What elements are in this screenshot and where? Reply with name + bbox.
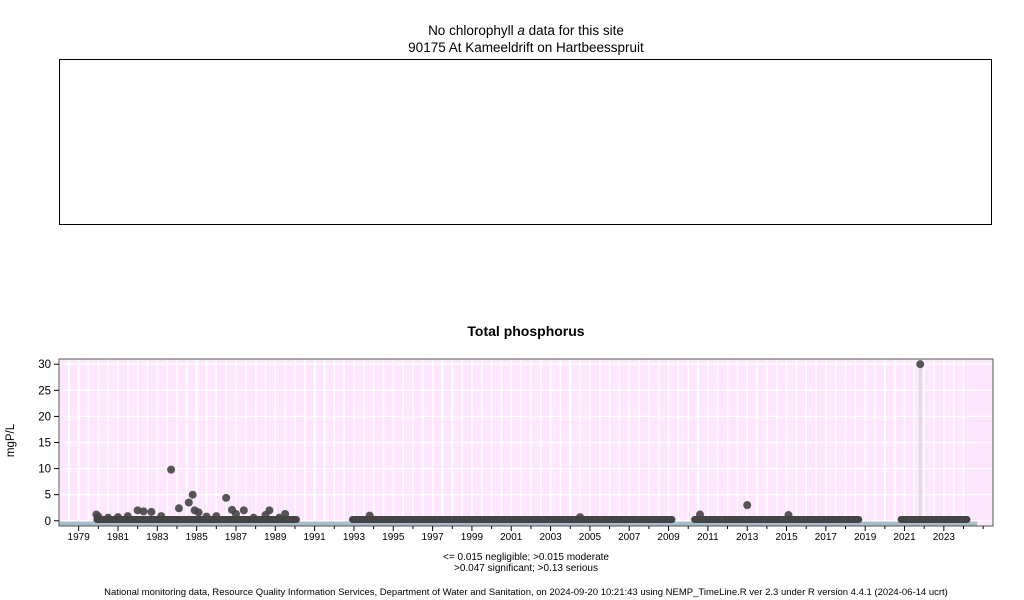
data-point	[696, 510, 705, 519]
y-tick-label: 25	[38, 385, 51, 397]
no-data-italic: a	[517, 23, 525, 38]
data-point	[174, 504, 183, 513]
x-tick-label: 2013	[736, 532, 759, 540]
data-point	[576, 513, 585, 522]
x-tick-label: 2005	[579, 532, 602, 540]
x-tick-label: 1999	[461, 532, 484, 540]
data-point	[916, 360, 925, 369]
x-tick-label: 1993	[343, 532, 366, 540]
data-point	[113, 513, 122, 522]
chart-title: Total phosphorus	[467, 323, 585, 339]
data-point	[222, 493, 231, 502]
y-tick-label: 10	[38, 464, 51, 476]
data-point	[184, 498, 193, 507]
data-point	[139, 507, 148, 516]
x-tick-label: 1981	[107, 532, 130, 540]
x-tick-label: 2001	[500, 532, 523, 540]
data-point	[275, 513, 284, 522]
x-tick-label: 1989	[264, 532, 287, 540]
data-point	[194, 508, 203, 517]
data-point	[133, 506, 142, 515]
x-tick-label: 2011	[697, 532, 719, 540]
y-axis-label: mgP/L	[5, 423, 17, 457]
threshold-line-1: <= 0.015 negligible; >0.015 moderate	[443, 552, 609, 563]
data-point	[265, 506, 274, 515]
no-data-prefix: No chlorophyll	[428, 23, 518, 38]
no-data-suffix: data for this site	[524, 23, 624, 38]
data-point	[281, 509, 290, 518]
x-tick-label: 1987	[225, 532, 248, 540]
data-point	[104, 513, 113, 522]
top-panel-title: No chlorophyll a data for this site 9017…	[0, 22, 1024, 56]
detection-band	[59, 521, 978, 526]
x-tick-label: 1983	[146, 532, 169, 540]
data-point	[94, 512, 103, 521]
site-name: 90175 At Kameeldrift on Hartbeesspruit	[408, 40, 644, 55]
y-tick-label: 15	[38, 438, 51, 450]
x-tick-label: 1991	[303, 532, 326, 540]
data-point	[202, 512, 211, 521]
x-tick-label: 1979	[68, 532, 91, 540]
sample-cluster	[897, 515, 971, 523]
x-tick-label: 1997	[421, 532, 444, 540]
footer-note: National monitoring data, Resource Quali…	[104, 587, 948, 598]
sample-cluster	[93, 515, 300, 523]
no-data-message: No chlorophyll a data for this site	[0, 22, 1024, 39]
x-tick-label: 1995	[382, 532, 405, 540]
sample-cluster	[348, 515, 676, 523]
sample-cluster	[691, 515, 863, 523]
data-point	[249, 513, 258, 522]
x-tick-label: 2009	[657, 532, 680, 540]
empty-chlorophyll-panel	[59, 59, 992, 225]
data-point	[147, 507, 156, 516]
data-point	[231, 509, 240, 518]
x-tick-label: 1985	[186, 532, 209, 540]
x-tick-label: 2003	[539, 532, 562, 540]
max-highlight	[918, 359, 922, 526]
data-point	[123, 512, 132, 521]
x-tick-label: 2021	[893, 532, 916, 540]
data-point	[212, 512, 221, 521]
data-point	[365, 511, 374, 520]
data-point	[188, 490, 197, 499]
y-tick-label: 5	[45, 490, 51, 502]
data-point	[157, 512, 166, 521]
data-point	[784, 511, 793, 520]
x-tick-label: 2017	[815, 532, 838, 540]
data-point	[743, 501, 752, 510]
data-point	[167, 465, 176, 474]
y-tick-label: 0	[45, 516, 51, 528]
y-tick-label: 30	[38, 359, 51, 371]
data-point	[239, 506, 248, 515]
x-tick-label: 2023	[933, 532, 956, 540]
x-tick-label: 2015	[775, 532, 798, 540]
threshold-line-2: >0.047 significant; >0.13 serious	[454, 563, 598, 574]
x-tick-label: 2019	[854, 532, 877, 540]
y-tick-label: 20	[38, 411, 51, 423]
threshold-legend: <= 0.015 negligible; >0.015 moderate >0.…	[0, 552, 1024, 574]
phosphorus-chart: 0 5 10 15 20 25 30 mgP/L 1979 1981 1983 1985 1987 198…	[5, 358, 994, 540]
x-tick-label: 2007	[618, 532, 641, 540]
